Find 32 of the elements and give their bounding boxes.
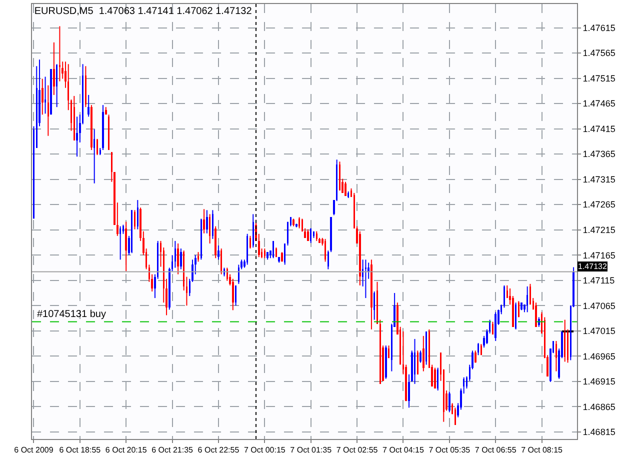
y-tick-label: 1.46865: [582, 402, 616, 412]
chart-title: EURUSD,M5 1.47063 1.47141 1.47062 1.47132: [34, 6, 252, 18]
y-tick-label: 1.47315: [582, 174, 616, 184]
x-tick-label: 7 Oct 05:35: [428, 446, 471, 455]
y-tick-label: 1.47015: [582, 326, 616, 336]
y-tick-label: 1.47365: [582, 149, 616, 160]
x-tick-label: 6 Oct 21:35: [152, 446, 194, 455]
y-tick-label: 1.47565: [582, 48, 616, 58]
x-tick-label: 6 Oct 20:15: [105, 446, 148, 455]
x-tick-label: 6 Oct 2009: [14, 446, 54, 455]
x-tick-label: 7 Oct 02:55: [336, 446, 378, 455]
ref-line-label: 1.47132: [578, 262, 608, 271]
y-tick-label: 1.47615: [582, 22, 616, 33]
y-tick-label: 1.47465: [582, 98, 616, 109]
y-tick-label: 1.46915: [582, 376, 616, 387]
x-tick-label: 7 Oct 06:55: [474, 446, 517, 455]
y-tick-label: 1.47215: [582, 224, 616, 235]
ref-line-label: #10745131 buy: [37, 309, 106, 320]
x-tick-label: 7 Oct 04:15: [382, 446, 424, 455]
x-tick-label: 6 Oct 18:55: [59, 446, 102, 455]
x-tick-label: 6 Oct 22:55: [198, 446, 240, 455]
y-tick-label: 1.47265: [582, 200, 616, 210]
y-tick-label: 1.47515: [582, 73, 616, 84]
x-tick-label: 7 Oct 08:15: [521, 446, 564, 455]
y-tick-label: 1.47065: [582, 300, 616, 311]
y-tick-label: 1.47415: [582, 124, 616, 134]
y-tick-label: 1.47115: [582, 276, 615, 286]
x-tick-label: 7 Oct 01:35: [290, 446, 332, 455]
x-tick-label: 7 Oct 00:15: [244, 446, 286, 455]
y-tick-label: 1.46965: [582, 351, 616, 362]
y-tick-label: 1.46815: [582, 427, 616, 438]
y-tick-label: 1.47165: [582, 250, 616, 260]
